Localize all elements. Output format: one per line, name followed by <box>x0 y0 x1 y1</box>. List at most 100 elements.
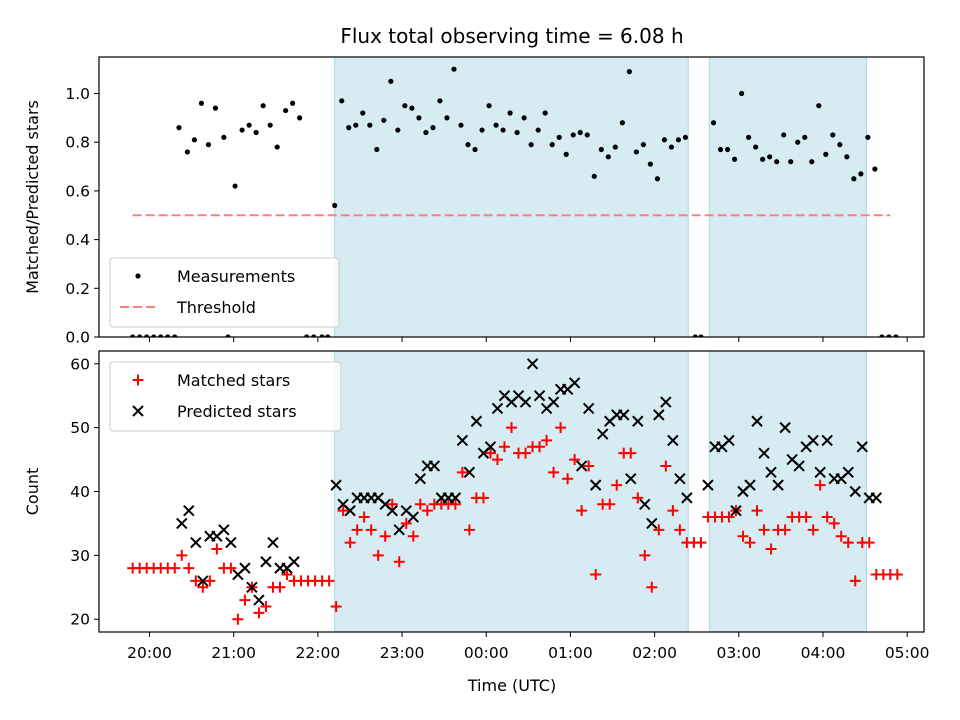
ratio-panel: 0.0 0.2 0.4 0.6 0.8 1.0 Matched/Predicted star… <box>23 56 925 347</box>
x-tick-label: 01:00 <box>548 644 593 662</box>
predicted-star-44 <box>519 396 532 408</box>
x-axis-label: Time (UTC) <box>467 676 556 695</box>
matched-star-68 <box>604 498 616 510</box>
legend-box <box>109 361 342 432</box>
matched-star-100 <box>828 517 840 529</box>
predicted-star-68 <box>702 479 714 491</box>
measurement-point-66 <box>591 173 597 179</box>
predicted-star-7 <box>225 536 237 549</box>
measurement-point-41 <box>416 115 422 121</box>
predicted-star-25 <box>386 504 398 517</box>
x-tick-label: 21:00 <box>211 644 256 662</box>
y-tick-label: 30 <box>70 547 90 565</box>
matched-star-76 <box>660 460 672 472</box>
measurement-point-11 <box>205 142 212 148</box>
matched-star-58 <box>534 441 546 453</box>
y-tick-label: 0.0 <box>65 329 90 347</box>
matched-star-60 <box>548 466 560 478</box>
observing-window-1 <box>708 350 867 633</box>
measurement-point-69 <box>612 144 618 150</box>
predicted-star-72 <box>730 504 742 517</box>
predicted-star-39 <box>484 441 497 453</box>
predicted-star-79 <box>779 421 791 434</box>
measurement-point-34 <box>367 122 373 128</box>
matched-star-72 <box>632 492 644 504</box>
predicted-star-3 <box>197 575 209 587</box>
legend: Measurements Threshold <box>109 257 340 328</box>
predicted-star-40 <box>491 402 504 415</box>
matched-star-18 <box>253 607 265 619</box>
y-tick-label: 0.2 <box>65 280 90 298</box>
measurement-point-20 <box>267 122 273 128</box>
predicted-star-67 <box>681 492 693 504</box>
measurement-point-44 <box>437 98 443 104</box>
measurement-point-29 <box>332 202 338 209</box>
y-tick-label: 20 <box>70 611 90 629</box>
observing-window-1 <box>708 56 867 338</box>
predicted-star-88 <box>842 466 854 479</box>
x-tick-label: 04:00 <box>801 644 846 662</box>
measurement-point-55 <box>514 129 520 136</box>
predicted-star-84 <box>814 466 826 479</box>
predicted-star-51 <box>568 377 581 389</box>
measurement-point-37 <box>388 78 394 84</box>
measurement-point-48 <box>465 142 471 148</box>
matched-star-11 <box>204 575 216 587</box>
measurement-point-15 <box>232 183 238 189</box>
matched-star-6 <box>169 562 181 574</box>
matched-star-53 <box>498 441 510 453</box>
measurement-point-61 <box>556 134 562 140</box>
legend-label: Threshold <box>176 298 256 317</box>
matched-star-21 <box>274 581 286 593</box>
data-layer <box>130 66 899 337</box>
legend-label: Matched stars <box>177 371 290 390</box>
measurement-point-16 <box>239 127 245 133</box>
measurement-point-7 <box>176 125 182 131</box>
data-layer <box>127 358 903 625</box>
y-tick-label: 0.8 <box>65 134 90 152</box>
y-tick-label: 50 <box>70 419 90 437</box>
measurement-point-103 <box>858 171 864 177</box>
measurement-point-79 <box>682 134 689 140</box>
matched-star-65 <box>583 460 595 472</box>
matched-star-37 <box>386 498 398 510</box>
matched-star-46 <box>449 498 461 510</box>
matched-star-93 <box>779 524 791 536</box>
axes-frame <box>98 56 925 338</box>
predicted-star-64 <box>660 396 672 408</box>
matched-star-40 <box>407 530 419 542</box>
predicted-star-28 <box>407 511 419 523</box>
matched-star-77 <box>667 505 679 517</box>
matched-star-97 <box>807 524 819 536</box>
y-tick-label: 40 <box>70 483 90 501</box>
matched-star-59 <box>541 434 553 446</box>
y-tick-label: 0.4 <box>65 231 90 249</box>
predicted-star-76 <box>758 447 770 459</box>
measurement-point-98 <box>823 151 829 157</box>
matched-star-64 <box>576 505 588 517</box>
matched-star-36 <box>379 530 391 542</box>
predicted-star-12 <box>260 556 272 568</box>
predicted-star-62 <box>646 517 658 530</box>
matched-star-30 <box>337 505 349 517</box>
measurement-point-86 <box>739 90 745 97</box>
measurement-point-76 <box>661 137 668 143</box>
matched-star-56 <box>520 447 532 459</box>
x-tick-label: 20:00 <box>127 644 172 662</box>
matched-star-41 <box>414 498 426 510</box>
measurement-point-39 <box>402 103 408 109</box>
measurement-point-80 <box>692 334 698 337</box>
measurement-point-84 <box>724 146 731 153</box>
predicted-star-36 <box>463 466 476 479</box>
matched-star-109 <box>891 569 903 581</box>
measurement-point-96 <box>809 159 815 165</box>
measurement-point-12 <box>212 105 219 111</box>
measurement-point-88 <box>753 144 759 150</box>
measurement-point-19 <box>260 103 266 109</box>
measurement-point-91 <box>774 159 780 165</box>
measurement-point-31 <box>346 125 352 131</box>
measurement-point-108 <box>893 334 899 337</box>
measurement-point-46 <box>451 66 457 72</box>
matched-star-47 <box>456 466 468 478</box>
predicted-star-26 <box>393 524 405 536</box>
